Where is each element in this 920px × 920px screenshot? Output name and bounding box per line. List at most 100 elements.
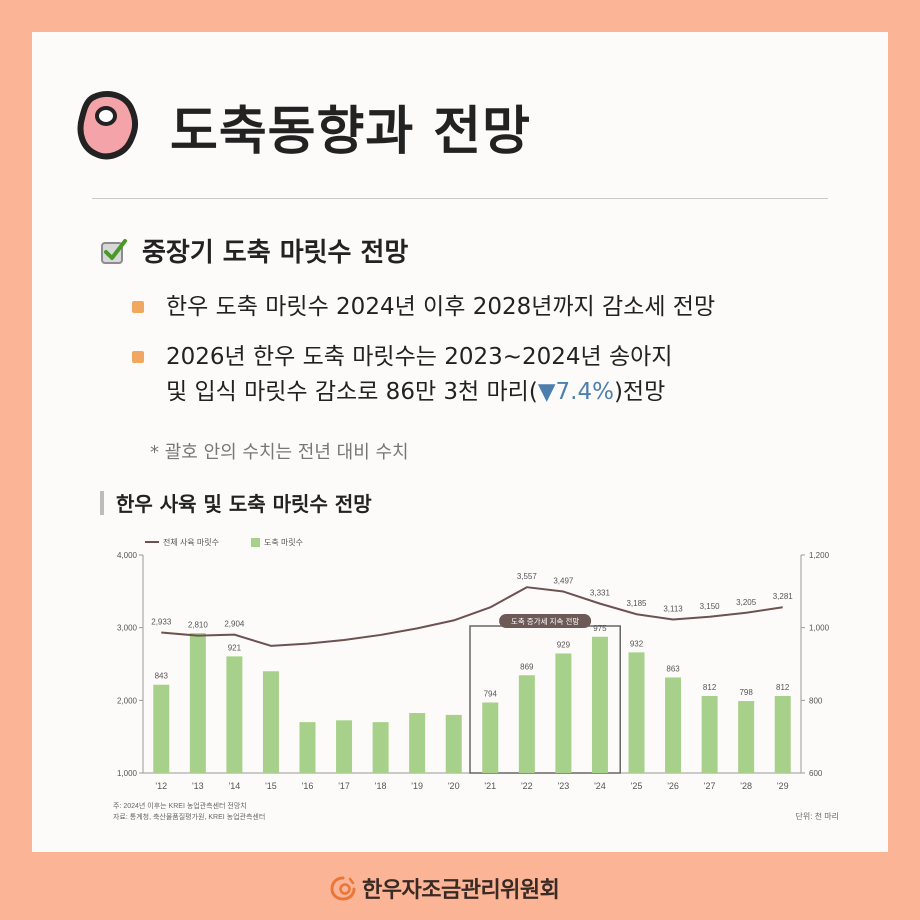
bar: [226, 656, 243, 773]
left-tick-label: 2,000: [117, 696, 138, 705]
bar: [774, 695, 791, 773]
bar-value-label: 869: [520, 662, 534, 671]
chart-header-marker: [100, 490, 104, 515]
bar: [665, 677, 682, 773]
bullet-list: 한우 도축 마릿수 2024년 이후 2028년까지 감소세 전망 2026년 …: [132, 290, 832, 425]
bar: [628, 652, 645, 773]
line-value-label: 2,904: [224, 620, 245, 629]
line-value-label: 3,497: [553, 577, 574, 586]
line-value-label: 3,205: [736, 598, 757, 607]
bar-value-label: 863: [666, 664, 680, 673]
chart-title: 한우 사육 및 도축 마릿수 전망: [116, 492, 372, 516]
header: 도축동향과 전망: [72, 78, 531, 174]
x-tick-label: '26: [667, 781, 679, 791]
bar: [445, 714, 462, 773]
bar: [262, 671, 279, 773]
bullet-line-2-prefix: 및 입식 마릿수 감소로 86만 3천 마리(: [166, 379, 538, 406]
x-tick-label: '15: [265, 781, 277, 791]
x-tick-label: '18: [375, 781, 387, 791]
bar-value-label: 843: [155, 672, 169, 681]
bullet-text: 한우 도축 마릿수 2024년 이후 2028년까지 감소세 전망: [166, 294, 716, 320]
x-tick-label: '16: [302, 781, 314, 791]
left-tick-label: 1,000: [117, 769, 138, 778]
right-tick-label: 800: [809, 696, 823, 705]
hanwoo-logo-icon: [330, 876, 356, 901]
line-value-label: 3,113: [663, 604, 683, 613]
checkbox-check-icon: [101, 238, 127, 264]
section-title: 중장기 도축 마릿수 전망: [142, 238, 409, 268]
right-tick-label: 600: [809, 769, 823, 778]
legend-bar-swatch: [251, 538, 260, 547]
right-tick-label: 1,200: [809, 551, 830, 560]
x-tick-label: '29: [777, 781, 789, 791]
x-tick-label: '14: [229, 781, 241, 791]
line-value-label: 3,150: [700, 602, 721, 611]
bar: [299, 722, 316, 773]
chart-note: 주: 2024년 이후는 KREI 농업관측센터 전망치: [113, 801, 247, 810]
decrease-value: ▼7.4%: [537, 379, 614, 406]
bar: [409, 713, 426, 773]
chart-note: 자료: 통계청, 축산물품질평가원, KREI 농업관측센터: [113, 812, 265, 821]
bar: [701, 695, 718, 773]
bullet-text: 2026년 한우 도축 마릿수는 2023~2024년 송아지 및 입식 마릿수…: [166, 340, 673, 411]
left-tick-label: 3,000: [117, 624, 138, 633]
meat-icon: [77, 91, 139, 160]
unit-label: 단위: 천 마리: [796, 811, 839, 821]
divider: [92, 198, 828, 199]
x-tick-label: '20: [448, 781, 460, 791]
bar: [482, 702, 499, 773]
page-title: 도축동향과 전망: [170, 101, 531, 162]
legend-line-label: 전체 사육 마릿수: [163, 537, 219, 547]
bullet-marker: [132, 301, 144, 313]
bar: [555, 653, 572, 773]
line-value-label: 3,281: [773, 592, 794, 601]
bullet-item: 한우 도축 마릿수 2024년 이후 2028년까지 감소세 전망: [132, 290, 832, 326]
x-tick-label: '12: [155, 781, 167, 791]
highlight-pill: [499, 614, 592, 628]
right-tick-label: 1,000: [809, 624, 830, 633]
x-tick-label: '24: [594, 781, 606, 791]
x-tick-label: '25: [631, 781, 643, 791]
bar-value-label: 932: [630, 639, 644, 648]
bar: [189, 633, 206, 773]
footnote: * 괄호 안의 수치는 전년 대비 수치: [150, 442, 409, 463]
bar-value-label: 812: [776, 683, 790, 692]
bullet-marker: [132, 350, 144, 363]
line-value-label: 2,933: [151, 618, 172, 627]
bullet-line-2-suffix: )전망: [613, 379, 666, 406]
x-tick-label: '17: [338, 781, 350, 791]
x-tick-label: '19: [411, 781, 423, 791]
org-name: 한우자조금관리위원회: [362, 878, 560, 903]
left-tick-label: 4,000: [117, 551, 138, 560]
line-value-label: 3,557: [517, 572, 538, 581]
bar: [738, 701, 755, 773]
bar: [153, 684, 170, 773]
bar-value-label: 812: [703, 683, 717, 692]
bar-value-label: 798: [739, 688, 753, 697]
x-tick-label: '27: [704, 781, 716, 791]
bar-value-label: 921: [228, 643, 242, 652]
bar: [372, 722, 389, 773]
line-value-label: 3,331: [590, 589, 611, 598]
legend-bar-label: 도축 마릿수: [264, 537, 303, 547]
line-value-label: 2,810: [188, 621, 209, 630]
bullet-item: 2026년 한우 도축 마릿수는 2023~2024년 송아지 및 입식 마릿수…: [132, 340, 832, 411]
line-series: [161, 586, 783, 647]
bar-value-label: 929: [557, 640, 571, 649]
x-tick-label: '13: [192, 781, 204, 791]
bar: [591, 636, 608, 773]
chart-header: 한우 사육 및 도축 마릿수 전망: [100, 488, 372, 517]
line-value-label: 3,185: [626, 599, 647, 608]
x-tick-label: '28: [740, 781, 752, 791]
x-tick-label: '21: [484, 781, 496, 791]
highlight-label: 도축 증가세 지속 전망: [511, 616, 579, 626]
bar-value-label: 975: [593, 624, 607, 633]
footer-logo: 한우자조금관리위원회: [330, 872, 560, 904]
section-header: 중장기 도축 마릿수 전망: [100, 232, 408, 269]
bar: [518, 675, 535, 773]
x-tick-label: '23: [558, 781, 570, 791]
combo-chart: 전체 사육 마릿수 도축 마릿수 1,000 2,000 3,000 4,000 600 80…: [113, 537, 839, 821]
bullet-line-1: 2026년 한우 도축 마릿수는 2023~2024년 송아지: [166, 343, 673, 370]
x-tick-label: '22: [521, 781, 533, 791]
bar-value-label: 794: [484, 690, 498, 699]
